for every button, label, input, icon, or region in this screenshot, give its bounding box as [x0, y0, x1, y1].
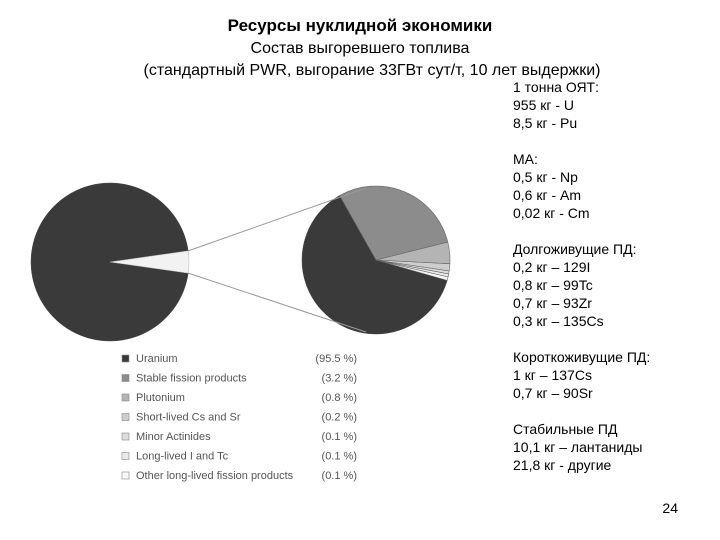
legend-label: Other long-lived fission products	[136, 470, 294, 482]
legend-value: (0.8 %)	[322, 392, 357, 404]
legend-value: (0.2 %)	[322, 412, 357, 424]
legend-swatch	[121, 471, 130, 480]
text-block-short-lived-fp: Короткоживущие ПД: 1 кг – 137Cs 0,7 кг –…	[513, 348, 713, 402]
legend-value: (0.1 %)	[322, 451, 357, 463]
text-line: Короткоживущие ПД:	[513, 349, 651, 365]
pie-slice-uranium-main	[30, 182, 189, 342]
legend-swatch	[121, 354, 130, 363]
page-subtitle-details: (стандартный PWR, выгорание 33ГВт сут/т,…	[143, 62, 601, 79]
pie-slice-uranium-detail	[301, 195, 448, 335]
connector-line-bottom	[188, 272, 367, 333]
text-line: 955 кг - U	[513, 97, 575, 113]
composition-text-column: 1 тонна ОЯТ: 955 кг - U 8,5 кг - Pu МА: …	[513, 78, 713, 474]
text-block-spent-fuel: 1 тонна ОЯТ: 955 кг - U 8,5 кг - Pu	[513, 78, 713, 132]
text-line: 0,6 кг - Am	[513, 187, 582, 203]
page-number: 24	[662, 500, 678, 516]
text-line: 0,3 кг – 135Cs	[513, 313, 604, 329]
text-line: 8,5 кг - Pu	[513, 115, 578, 131]
connector-line-top	[188, 187, 367, 252]
text-line: Стабильные ПД	[513, 421, 618, 437]
pie-slice-other-main	[109, 250, 190, 274]
text-line: Долгоживущие ПД:	[513, 241, 637, 257]
page-title: Ресурсы нуклидной экономики	[227, 16, 493, 35]
legend-value: (0.1 %)	[322, 470, 357, 482]
legend-label: Minor Actinides	[136, 431, 211, 443]
legend-swatch	[121, 413, 130, 421]
text-line: 0,8 кг – 99Tc	[513, 277, 593, 293]
legend-value: (0.1 %)	[322, 431, 357, 443]
text-block-stable-fp: Стабильные ПД 10,1 кг – лантаниды 21,8 к…	[513, 420, 713, 474]
text-block-minor-actinides: МА: 0,5 кг - Np 0,6 кг - Am 0,02 кг - Cm	[513, 150, 713, 222]
text-line: 0,5 кг - Np	[513, 169, 578, 185]
legend-label: Long-lived I and Tc	[136, 451, 229, 463]
text-line: 1 тонна ОЯТ:	[513, 79, 599, 95]
pie-slice-stable-fission-products	[339, 185, 449, 261]
text-line: МА:	[513, 151, 538, 167]
page-subtitle: Состав выгоревшего топлива	[250, 40, 470, 57]
legend-swatch	[121, 374, 130, 382]
text-block-long-lived-fp: Долгоживущие ПД: 0,2 кг – 129I 0,8 кг – …	[513, 240, 713, 330]
legend-swatch	[121, 432, 130, 441]
legend-value: (3.2 %)	[322, 373, 357, 385]
legend-label: Plutonium	[136, 392, 185, 404]
text-line: 21,8 кг - другие	[513, 457, 612, 473]
legend-label: Stable fission products	[136, 373, 247, 385]
text-line: 10,1 кг – лантаниды	[513, 439, 643, 455]
text-line: 0,02 кг - Cm	[513, 205, 590, 221]
legend-swatch	[121, 452, 130, 460]
legend-label: Uranium	[136, 353, 178, 365]
text-line: 0,2 кг – 129I	[513, 259, 591, 275]
legend-swatch	[121, 393, 130, 402]
text-line: 0,7 кг – 90Sr	[513, 385, 593, 401]
legend-value: (95.5 %)	[315, 353, 357, 365]
text-line: 1 кг – 137Cs	[513, 367, 592, 383]
legend-label: Short-lived Cs and Sr	[136, 412, 241, 424]
text-line: 0,7 кг – 93Zr	[513, 295, 592, 311]
